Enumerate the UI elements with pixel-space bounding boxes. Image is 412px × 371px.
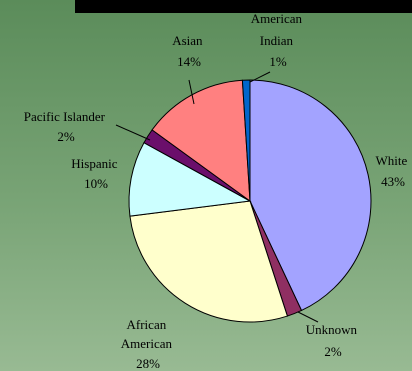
pie-slice-hispanic	[128, 142, 252, 217]
pie-slice-african-american	[129, 200, 289, 323]
pie-slice-american-indian	[241, 79, 251, 202]
leader-pacific-islander	[115, 124, 151, 141]
label-unknown: Unknown 2%	[306, 322, 361, 359]
header-bar	[75, 0, 412, 13]
label-white: White 43%	[375, 153, 410, 189]
leader-american-indian	[249, 71, 271, 83]
label-hispanic: Hispanic 10%	[71, 156, 120, 191]
pie-slices	[128, 79, 372, 323]
pie-slice-white	[249, 79, 372, 312]
leader-asian	[188, 79, 195, 105]
label-asian: Asian 14%	[172, 33, 206, 69]
label-african-american: African American 28%	[121, 317, 176, 371]
leader-unknown	[297, 311, 319, 323]
label-american-indian: American Indian 1%	[251, 11, 306, 69]
leader-lines	[115, 71, 319, 323]
label-pacific-islander: Pacific Islander 2%	[24, 109, 108, 144]
